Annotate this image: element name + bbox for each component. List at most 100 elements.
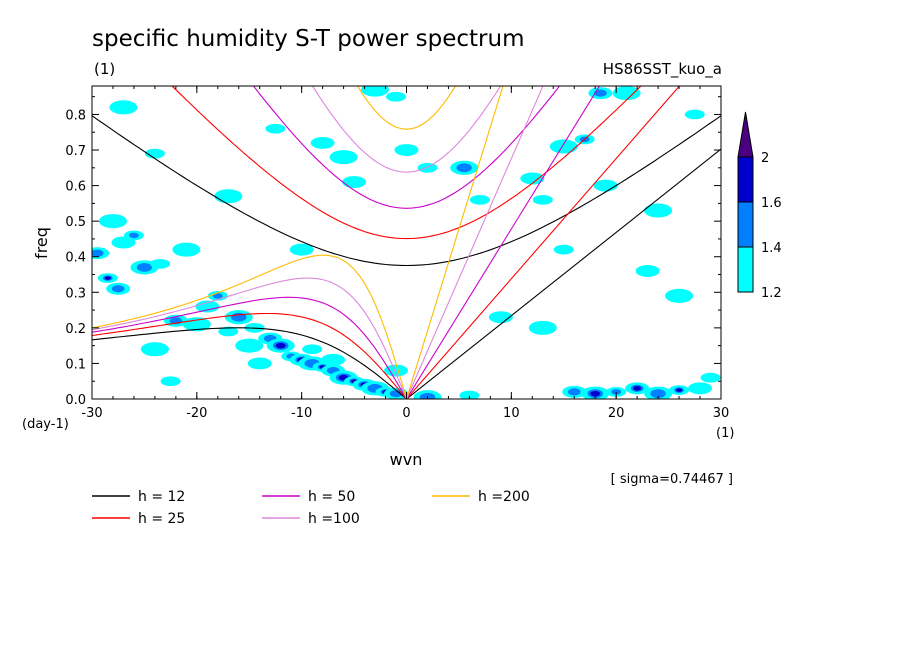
- kelvin-wave-line: [406, 86, 601, 399]
- contour-patch: [612, 86, 641, 101]
- contour-patch: [386, 91, 407, 102]
- colorbar-label: 1.6: [761, 196, 782, 211]
- kelvin-wave-line: [405, 86, 544, 399]
- x-axis-label: wvn: [390, 450, 423, 469]
- contour-patch: [144, 148, 165, 159]
- legend-label: h =100: [308, 511, 360, 527]
- contour-fill-layer: [92, 86, 721, 399]
- contour-patch: [394, 144, 419, 156]
- contour-patch: [384, 364, 409, 377]
- contour-patch: [665, 288, 694, 303]
- contour-patch: [98, 214, 127, 229]
- contour-patch: [633, 386, 642, 391]
- contour-patch: [532, 194, 553, 205]
- contour-patch: [417, 162, 438, 173]
- contour-patch: [389, 390, 403, 398]
- contour-patch: [488, 311, 513, 324]
- colorbar-label: 1.4: [761, 241, 782, 256]
- colorbar-extend-arrow: [737, 111, 754, 158]
- y-tick-label: 0.6: [65, 180, 86, 195]
- colorbar: 1.2 1.4 1.6 2: [737, 111, 782, 301]
- x-tick-label: 10: [503, 406, 520, 421]
- y-tick-label: 0.2: [65, 322, 86, 337]
- contour-patch: [456, 163, 472, 173]
- y-tick-label: 0.4: [65, 251, 86, 266]
- legend-label: h = 50: [308, 489, 355, 505]
- contour-patch: [700, 372, 721, 383]
- contour-patch: [129, 232, 139, 239]
- chart-title: specific humidity S-T power spectrum: [92, 26, 524, 52]
- contour-patch: [310, 136, 335, 149]
- contour-patch: [302, 344, 323, 355]
- contour-patch: [635, 265, 660, 277]
- contour-patch: [684, 109, 705, 120]
- contour-patch: [329, 150, 358, 165]
- inertia-gravity-curve: [92, 115, 721, 267]
- kelvin-wave-line: [406, 86, 681, 399]
- colorbar-swatch: [737, 156, 754, 203]
- legend-label: h = 25: [138, 511, 185, 527]
- rossby-curve: [92, 254, 408, 399]
- contour-patch: [567, 388, 581, 396]
- inertia-gravity-curve: [171, 86, 642, 240]
- x-tick-label: -10: [291, 406, 312, 421]
- inertia-gravity-curve: [311, 86, 502, 173]
- plot-area: -30 -20 -10 0 10 20 30 0.0 0.1 0.2 0.3 0.4 0.5 0.6 0.7…: [65, 85, 730, 421]
- contour-patch: [235, 338, 264, 353]
- y-tick-label: 0.0: [65, 393, 86, 408]
- contour-patch: [342, 176, 367, 188]
- contour-patch: [140, 342, 169, 357]
- contour-patch: [419, 392, 436, 399]
- y-axis-label: freq: [32, 227, 51, 259]
- legend-label: h = 12: [138, 489, 185, 505]
- contour-patch: [247, 357, 272, 370]
- contour-patch: [212, 293, 223, 299]
- contour-patch: [218, 326, 239, 337]
- x-tick-label: -30: [81, 406, 102, 421]
- kelvin-wave-line: [405, 86, 504, 399]
- colorbar-swatch: [737, 246, 754, 293]
- chart-subtitle-left: (1): [94, 60, 115, 78]
- contour-patch: [150, 258, 171, 269]
- y-tick-label: 0.5: [65, 215, 86, 230]
- contour-patch: [675, 388, 683, 392]
- contour-patch: [136, 262, 153, 272]
- contour-patch: [214, 189, 243, 204]
- y-tick-label: 0.7: [65, 144, 86, 159]
- contour-patch: [111, 285, 125, 293]
- legend-label: h =200: [478, 489, 530, 505]
- contour-patch: [289, 243, 314, 256]
- contour-patch: [172, 242, 201, 257]
- contour-patch: [650, 389, 666, 399]
- contour-patch: [160, 376, 181, 387]
- contour-patch: [553, 244, 574, 255]
- colorbar-label: 1.2: [761, 286, 782, 301]
- contour-patch: [459, 390, 480, 399]
- contour-patch: [688, 382, 713, 395]
- contour-patch: [549, 139, 578, 154]
- contour-patch: [195, 300, 220, 313]
- contour-patch: [594, 89, 607, 97]
- contour-patch: [275, 342, 286, 349]
- contour-patch: [92, 249, 104, 257]
- plot-frame: [91, 85, 722, 400]
- y-tick-label: 0.1: [65, 357, 86, 372]
- inertia-gravity-curve: [356, 86, 457, 130]
- rossby-curve: [92, 296, 408, 399]
- rossby-curve: [92, 277, 408, 399]
- colorbar-label: 2: [761, 151, 769, 166]
- legend: h = 12 h = 25 h = 50 h =100 h =200: [92, 489, 530, 527]
- y-tick-label: 0.8: [65, 108, 86, 123]
- x-tick-label: 30: [713, 406, 730, 421]
- y-unit-label: (day-1): [22, 417, 69, 432]
- x-tick-label: 20: [608, 406, 625, 421]
- contour-patch: [111, 236, 136, 249]
- x-unit-label: (1): [716, 426, 734, 441]
- rossby-curve: [92, 327, 408, 399]
- contour-patch: [104, 276, 111, 280]
- contour-patch: [265, 123, 286, 134]
- dispersion-curve-layer: [92, 86, 721, 399]
- contour-patch: [590, 390, 601, 397]
- colorbar-swatch: [737, 201, 754, 248]
- rossby-curve: [92, 312, 408, 399]
